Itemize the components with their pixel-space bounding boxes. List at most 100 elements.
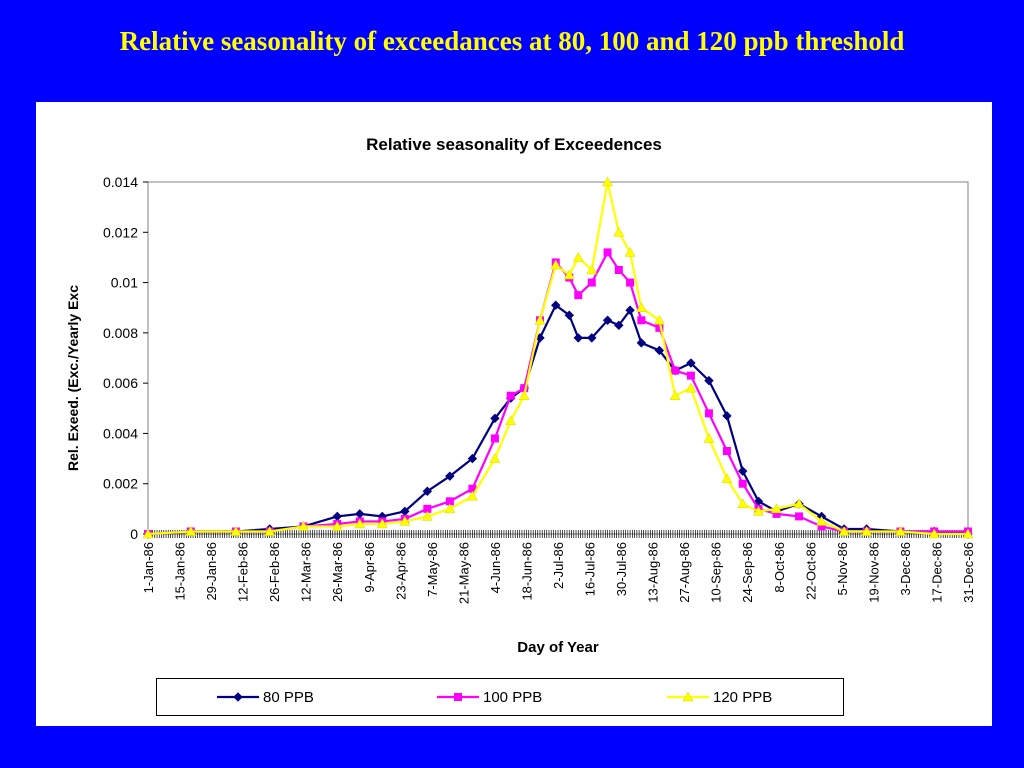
data-point bbox=[421, 510, 433, 521]
y-tick-label: 0.01 bbox=[111, 275, 138, 291]
x-tick-label: 10-Sep-86 bbox=[709, 542, 724, 603]
data-point bbox=[962, 528, 974, 539]
data-point bbox=[738, 479, 747, 488]
data-point bbox=[489, 453, 501, 463]
data-point bbox=[614, 320, 624, 331]
data-point bbox=[626, 278, 635, 287]
x-axis-label: Day of Year bbox=[517, 639, 599, 656]
data-point bbox=[722, 447, 731, 456]
data-point bbox=[444, 503, 456, 514]
data-point bbox=[722, 411, 732, 421]
data-point bbox=[654, 345, 665, 356]
data-point bbox=[861, 525, 873, 536]
y-tick-label: 0.014 bbox=[103, 174, 138, 190]
legend-label: 100 PPB bbox=[483, 689, 542, 706]
data-point bbox=[816, 515, 827, 526]
plot-frame bbox=[147, 181, 969, 535]
x-tick-label: 12-Feb-86 bbox=[236, 542, 251, 602]
x-tick-label: 24-Sep-86 bbox=[740, 542, 755, 603]
data-point bbox=[587, 333, 597, 343]
data-point bbox=[795, 512, 804, 521]
x-tick-label: 31-Dec-86 bbox=[961, 542, 976, 603]
data-point bbox=[355, 509, 365, 519]
data-point bbox=[894, 525, 906, 536]
x-tick-label: 21-May-86 bbox=[456, 542, 471, 604]
data-point bbox=[551, 300, 561, 310]
x-tick-label: 26-Feb-86 bbox=[267, 542, 282, 602]
y-tick-label: 0.006 bbox=[103, 375, 138, 391]
data-point bbox=[771, 503, 782, 514]
x-tick-label: 12-Mar-86 bbox=[299, 542, 314, 602]
x-tick-label: 29-Jan-86 bbox=[204, 542, 219, 601]
data-point bbox=[669, 390, 681, 400]
data-point bbox=[506, 391, 515, 400]
data-point bbox=[586, 264, 598, 275]
y-tick-label: 0.008 bbox=[103, 325, 138, 341]
data-point bbox=[572, 251, 584, 262]
data-point bbox=[185, 525, 197, 536]
data-point bbox=[685, 382, 697, 393]
y-tick-label: 0.004 bbox=[103, 425, 138, 441]
x-tick-label: 23-Apr-86 bbox=[393, 542, 408, 600]
y-tick-label: 0.012 bbox=[103, 224, 138, 240]
data-point bbox=[838, 525, 850, 536]
data-point bbox=[490, 434, 499, 443]
data-point bbox=[635, 302, 647, 312]
x-tick-label: 8-Oct-86 bbox=[772, 542, 787, 593]
chart-svg: Relative seasonality of Exceedences Rel.… bbox=[65, 135, 976, 656]
data-point bbox=[602, 315, 613, 325]
data-point bbox=[490, 413, 500, 424]
x-tick-label: 7-May-86 bbox=[425, 542, 440, 597]
legend: 80 PPB 100 PPB 120 PPB bbox=[156, 678, 844, 716]
x-tick-label: 17-Dec-86 bbox=[929, 542, 944, 603]
y-tick-label: 0.002 bbox=[103, 476, 138, 492]
data-point bbox=[573, 333, 583, 343]
data-point bbox=[467, 453, 478, 464]
plot-area: 0 0.002 0.004 0.006 0.008 0.01 0.012 0.014 1-Jan… bbox=[103, 174, 976, 604]
data-point bbox=[331, 520, 343, 531]
legend-marker bbox=[454, 693, 462, 701]
x-tick-label: 16-Jul-86 bbox=[583, 542, 598, 596]
legend-label: 120 PPB bbox=[713, 689, 772, 706]
data-point bbox=[550, 259, 562, 270]
x-tick-label: 27-Aug-86 bbox=[677, 542, 692, 603]
data-point bbox=[354, 518, 366, 529]
x-tick-label: 9-Apr-86 bbox=[362, 542, 377, 593]
data-point bbox=[518, 390, 530, 400]
data-point bbox=[737, 498, 749, 509]
x-tick-label: 2-Jul-86 bbox=[551, 542, 566, 589]
data-point bbox=[587, 278, 596, 287]
chart-title: Relative seasonality of Exceedences bbox=[366, 135, 662, 154]
series-line-100-ppb bbox=[147, 250, 968, 536]
y-tick-label: 0 bbox=[130, 526, 138, 542]
data-point bbox=[928, 528, 940, 539]
data-point bbox=[505, 415, 517, 426]
data-point bbox=[793, 498, 805, 509]
x-tick-label: 30-Jul-86 bbox=[614, 542, 629, 596]
data-point bbox=[603, 248, 612, 257]
data-point bbox=[625, 305, 635, 315]
data-point bbox=[298, 520, 309, 531]
x-tick-label: 18-Jun-86 bbox=[519, 542, 534, 601]
data-point bbox=[332, 511, 342, 522]
data-point bbox=[264, 525, 276, 536]
data-point bbox=[704, 375, 714, 386]
x-tick-label: 19-Nov-86 bbox=[866, 542, 881, 603]
data-point bbox=[602, 176, 613, 187]
data-point bbox=[142, 528, 154, 539]
legend-marker bbox=[233, 692, 243, 702]
data-point bbox=[445, 471, 455, 481]
data-point bbox=[399, 515, 411, 526]
data-point bbox=[721, 473, 733, 483]
data-point bbox=[534, 314, 546, 325]
data-point bbox=[466, 490, 478, 501]
x-tick-label: 13-Aug-86 bbox=[646, 542, 661, 603]
x-tick-label: 5-Nov-86 bbox=[835, 542, 850, 595]
x-tick-label: 3-Dec-86 bbox=[898, 542, 913, 595]
data-point bbox=[653, 314, 665, 325]
data-point bbox=[613, 226, 625, 237]
data-point bbox=[703, 432, 715, 443]
legend-label: 80 PPB bbox=[263, 689, 314, 706]
data-point bbox=[704, 409, 713, 418]
data-point bbox=[422, 486, 433, 496]
